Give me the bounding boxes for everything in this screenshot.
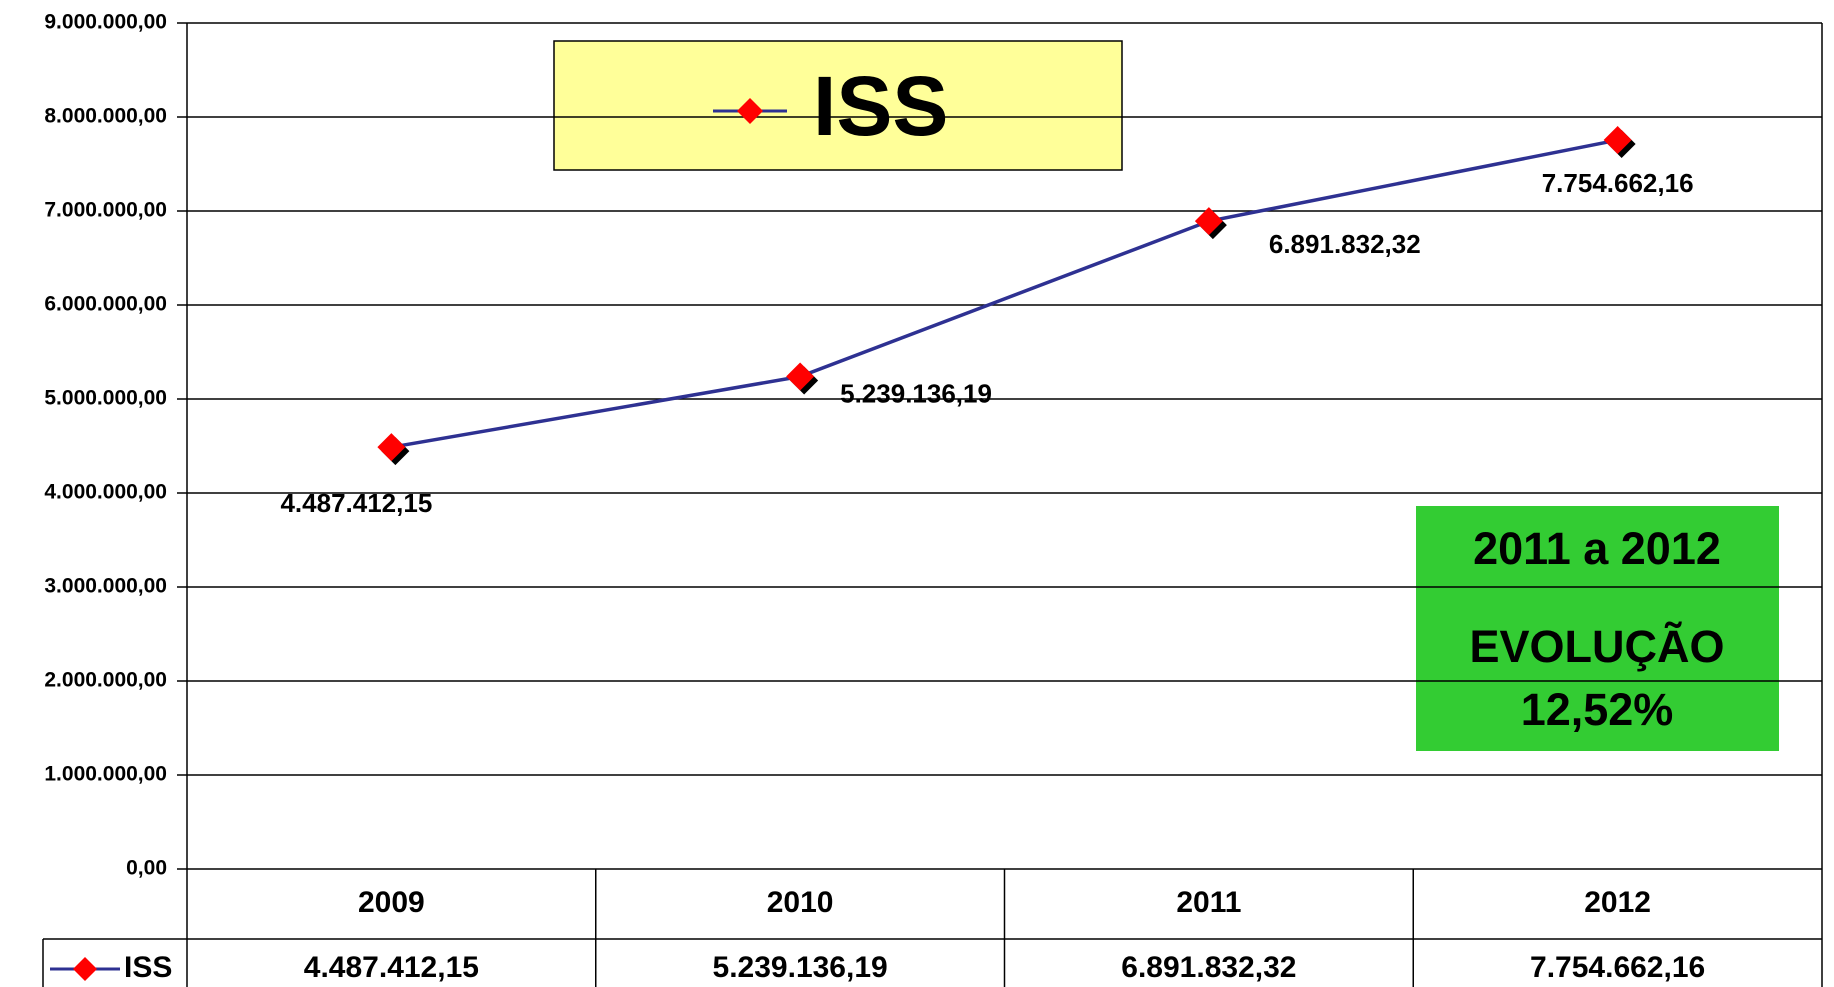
x-tick-label: 2012 [1584,886,1651,919]
data-label: 7.754.662,16 [1542,168,1694,198]
y-tick-label: 0,00 [126,857,167,880]
y-tick-label: 3.000.000,00 [44,575,167,598]
data-label: 4.487.412,15 [280,488,432,518]
legend-marker [737,98,763,124]
x-tick-label: 2010 [767,886,834,919]
y-tick-label: 2.000.000,00 [44,669,167,692]
table-value: 6.891.832,32 [1121,951,1296,984]
marker [1603,126,1632,155]
y-tick-label: 9.000.000,00 [44,11,167,34]
y-tick-label: 6.000.000,00 [44,293,167,316]
y-tick-label: 8.000.000,00 [44,105,167,128]
legend-label: ISS [124,951,172,984]
marker [786,362,815,391]
marker [377,433,406,462]
y-tick-label: 1.000.000,00 [44,763,167,786]
y-tick-label: 7.000.000,00 [44,199,167,222]
annotation: 12,52% [1521,684,1674,735]
annotation: EVOLUÇÃO [1469,621,1724,672]
line [391,138,1618,449]
table-value: 5.239.136,19 [713,951,888,984]
legend-label: ISS [813,59,948,153]
data-label: 5.239.136,19 [840,378,992,408]
table-value: 4.487.412,15 [304,951,479,984]
legend-marker [73,957,97,981]
legend-box [553,40,1123,171]
marker [1194,207,1223,236]
y-tick-label: 4.000.000,00 [44,481,167,504]
table-value: 7.754.662,16 [1530,951,1705,984]
annotation: 2011 a 2012 [1473,523,1721,574]
x-tick-label: 2011 [1176,886,1241,919]
y-tick-label: 5.000.000,00 [44,387,167,410]
annotation-box [1416,506,1779,751]
data-label: 6.891.832,32 [1269,229,1421,259]
x-tick-label: 2009 [358,886,425,919]
